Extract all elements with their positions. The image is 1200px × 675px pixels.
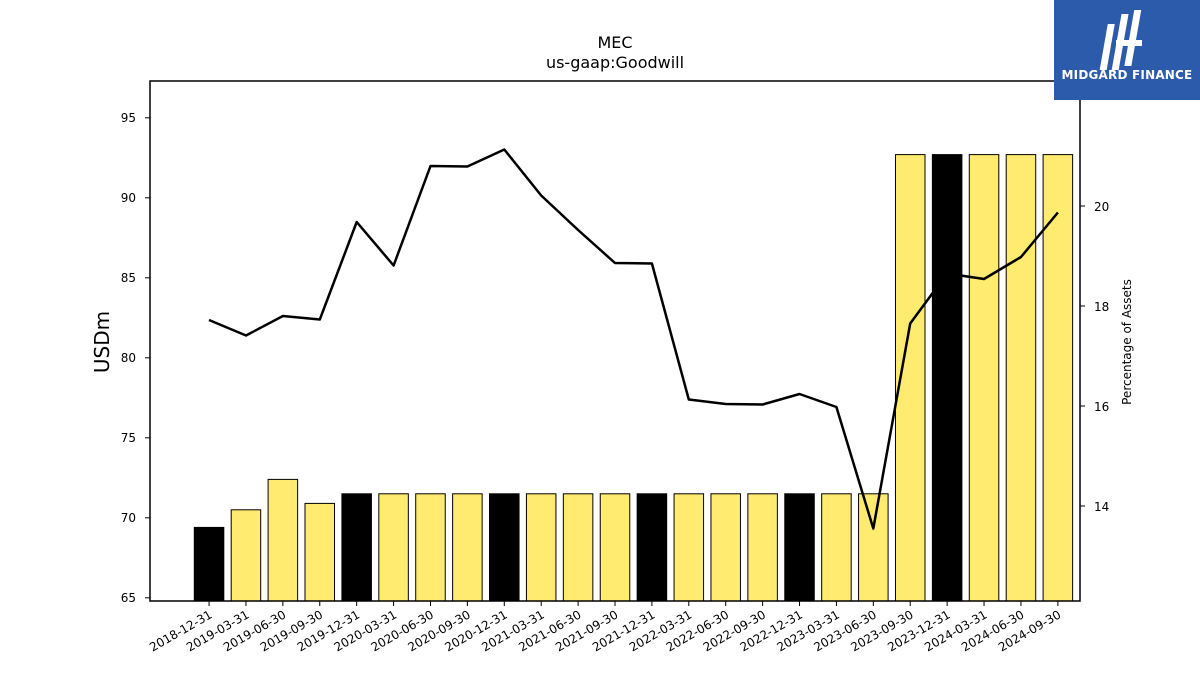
- bar: [230, 509, 262, 602]
- y-tick-label: 80: [121, 351, 136, 365]
- bar: [968, 154, 1000, 602]
- bar: [452, 493, 483, 602]
- bar: [636, 493, 668, 602]
- chart-subtitle: us-gaap:Goodwill: [546, 53, 684, 72]
- bar: [858, 493, 889, 602]
- bar: [1042, 154, 1074, 602]
- bar: [341, 493, 372, 602]
- y2-tick-label: 14: [1094, 500, 1109, 514]
- bar: [193, 526, 225, 602]
- line-path: [208, 148, 1059, 530]
- bar: [784, 493, 815, 602]
- bar: [821, 493, 852, 602]
- x-axis: 2018-12-312019-03-312019-06-302019-09-30…: [147, 601, 1063, 654]
- chart-title: MEC: [597, 33, 632, 52]
- bar: [267, 478, 299, 602]
- y-tick-label: 85: [121, 271, 136, 285]
- y-axis-left: 65 70 75 80 85 90 95: [121, 111, 150, 605]
- y2-tick-label: 16: [1094, 400, 1109, 414]
- logo-text: MIDGARD FINANCE: [1061, 68, 1193, 82]
- bar: [1005, 154, 1037, 602]
- bar: [747, 493, 778, 602]
- logo-mark-icon: [1099, 10, 1142, 70]
- bar: [562, 493, 594, 602]
- y-tick-label: 95: [121, 111, 136, 125]
- y-tick-label: 90: [121, 191, 136, 205]
- y2-axis-label: Percentage of Assets: [1120, 279, 1134, 405]
- y2-tick-label: 20: [1094, 200, 1109, 214]
- bar: [378, 493, 409, 602]
- line-series: [208, 148, 1059, 530]
- y-tick-label: 70: [121, 511, 136, 525]
- bar: [599, 493, 631, 602]
- bar: [710, 493, 741, 602]
- bar-series: [193, 154, 1074, 602]
- bar: [304, 502, 336, 602]
- y-tick-label: 75: [121, 431, 136, 445]
- bar: [525, 493, 557, 602]
- bar: [673, 493, 705, 602]
- bar: [489, 493, 520, 602]
- y-axis-right: 14 16 18 20: [1080, 200, 1109, 514]
- bar: [931, 154, 963, 602]
- y-tick-label: 65: [121, 591, 136, 605]
- brand-logo: MIDGARD FINANCE: [1054, 0, 1200, 100]
- bar: [415, 493, 446, 602]
- y2-tick-label: 18: [1094, 300, 1109, 314]
- y-axis-label: USDm: [90, 311, 114, 373]
